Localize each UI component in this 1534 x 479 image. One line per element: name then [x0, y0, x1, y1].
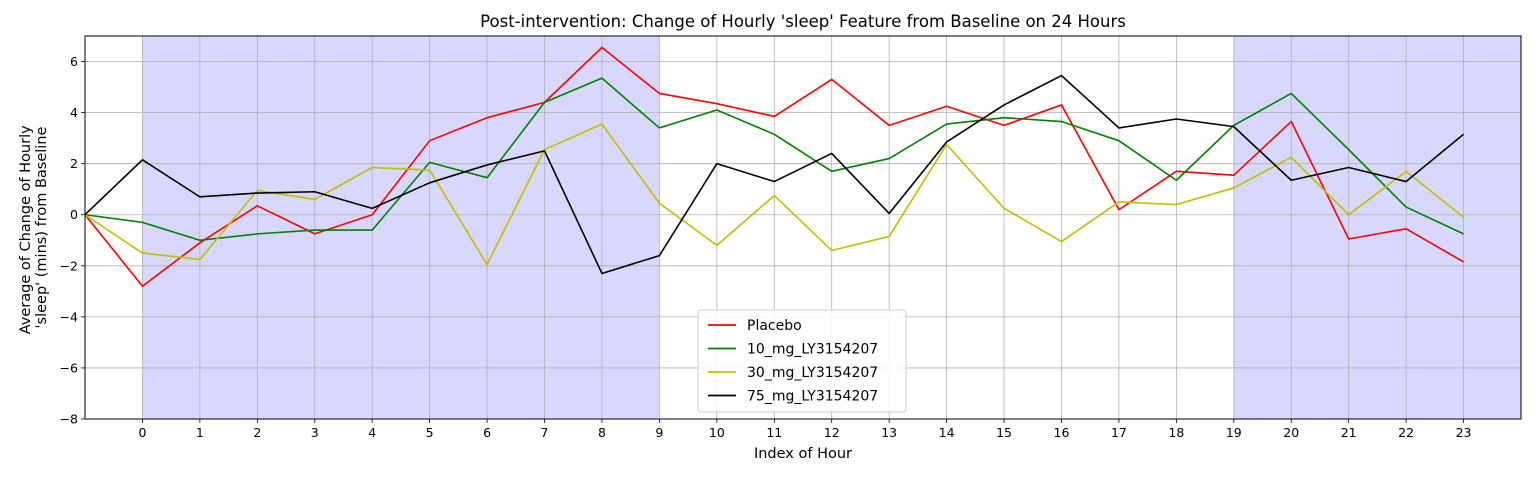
legend: Placebo 10_mg_LY3154207 30_mg_LY3154207 75_… — [697, 309, 907, 413]
series-line-3 — [84, 74, 1465, 275]
y-tick-label-4: 4 — [70, 105, 78, 120]
x-tick-label-20: 20 — [1283, 425, 1299, 440]
y-tick-label--2: −2 — [60, 258, 78, 273]
shaded-regions — [142, 36, 1521, 419]
x-tick-label-0: 0 — [138, 425, 146, 440]
x-tick-label-13: 13 — [881, 425, 897, 440]
y-tick-label-0: 0 — [70, 207, 78, 222]
x-tick-label-9: 9 — [655, 425, 663, 440]
y-tick-label--8: −8 — [60, 412, 78, 427]
x-tick-label-18: 18 — [1168, 425, 1184, 440]
legend-label-2: 30_mg_LY3154207 — [747, 365, 878, 381]
legend-label-3: 75_mg_LY3154207 — [747, 389, 878, 405]
series-line-2 — [84, 123, 1465, 266]
x-axis-label: Index of Hour — [754, 446, 852, 462]
x-tick-label-5: 5 — [426, 425, 434, 440]
x-tick-label-3: 3 — [311, 425, 319, 440]
x-tick-label-1: 1 — [196, 425, 204, 440]
x-tick-label-7: 7 — [541, 425, 549, 440]
x-tick-label-2: 2 — [253, 425, 261, 440]
x-tick-label-14: 14 — [939, 425, 955, 440]
y-tick-label-2: 2 — [70, 156, 78, 171]
y-axis-label: Average of Change of Hourly 'sleep' (min… — [18, 121, 50, 335]
x-tick-label-16: 16 — [1054, 425, 1070, 440]
y-axis-label-line-2: 'sleep' (mins) from Baseline — [34, 126, 50, 328]
x-tick-label-12: 12 — [824, 425, 840, 440]
series-line-1 — [84, 77, 1464, 242]
legend-box — [697, 309, 907, 413]
x-tick-label-23: 23 — [1456, 425, 1472, 440]
legend-label-1: 10_mg_LY3154207 — [747, 342, 878, 358]
x-tick-label-8: 8 — [598, 425, 606, 440]
x-tick-label-17: 17 — [1111, 425, 1127, 440]
x-tick-label-15: 15 — [996, 425, 1012, 440]
shaded-region-0 — [142, 36, 660, 419]
x-tick-label-11: 11 — [766, 425, 782, 440]
chart-title: Post-intervention: Change of Hourly 'sle… — [480, 12, 1126, 31]
axes: 0 1 2 3 4 5 6 7 8 9 10 11 12 13 14 15 16 17 18 19 20 21 22 23−8… — [60, 35, 1522, 440]
x-tick-label-21: 21 — [1341, 425, 1357, 440]
legend-label-0: Placebo — [747, 318, 802, 334]
plot-frame — [84, 35, 1522, 420]
y-tick-label-6: 6 — [70, 54, 78, 69]
x-tick-label-6: 6 — [483, 425, 491, 440]
shaded-region-1 — [1233, 36, 1521, 419]
y-tick-label--6: −6 — [60, 360, 78, 375]
y-axis-label-line-1: Average of Change of Hourly — [18, 125, 34, 334]
x-tick-label-19: 19 — [1226, 425, 1242, 440]
y-tick-label--4: −4 — [60, 309, 78, 324]
series-line-0 — [84, 46, 1464, 288]
series-lines — [84, 46, 1465, 288]
x-tick-label-4: 4 — [368, 425, 376, 440]
x-tick-label-10: 10 — [709, 425, 725, 440]
x-tick-label-22: 22 — [1398, 425, 1414, 440]
